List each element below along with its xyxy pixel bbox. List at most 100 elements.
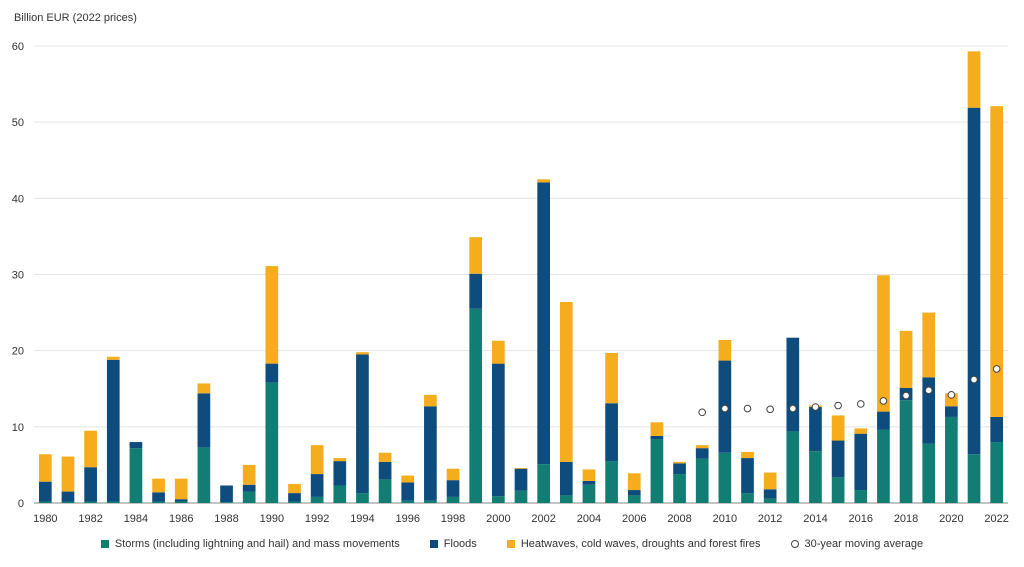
bar-heatwaves (333, 458, 347, 462)
moving-average-point (970, 375, 978, 384)
x-tick-label: 1996 (396, 513, 420, 525)
bar-storms (967, 454, 981, 503)
bar-floods (945, 406, 958, 417)
moving-average-point (834, 401, 842, 410)
gridlines (34, 45, 1008, 504)
bar-floods (310, 474, 324, 497)
x-tick-label: 2014 (803, 513, 827, 525)
bar-storms (288, 501, 301, 503)
x-tick-label: 2004 (577, 513, 601, 525)
x-tick-label: 1980 (33, 513, 57, 525)
bar-heatwaves (84, 430, 97, 468)
bar-floods (922, 377, 936, 444)
x-tick-label: 1982 (78, 513, 102, 525)
bar-heatwaves (242, 464, 256, 485)
y-tick-label: 0 (18, 498, 24, 510)
bar-floods (582, 480, 596, 485)
bar-storms (84, 501, 97, 503)
bar-floods (106, 359, 120, 502)
bar-floods (741, 458, 754, 494)
x-tick-label: 2016 (849, 513, 873, 525)
bar-floods (61, 491, 75, 502)
bar-heatwaves (38, 454, 52, 482)
bar-storms (469, 308, 483, 503)
bar-storms (741, 493, 754, 503)
bar-storms (514, 490, 528, 503)
moving-average-point (879, 397, 888, 405)
bar-floods (401, 482, 415, 501)
bar-floods (809, 407, 822, 452)
bar-heatwaves (288, 483, 301, 494)
bar-floods (854, 433, 868, 491)
bar-storms (809, 451, 822, 503)
bar-heatwaves (922, 312, 936, 378)
bar-floods (220, 485, 233, 503)
bar-floods (242, 484, 256, 492)
bar-heatwaves (741, 451, 754, 459)
bar-storms (877, 429, 890, 503)
x-tick-label: 1986 (169, 513, 193, 525)
bar-heatwaves (424, 394, 437, 407)
bar-storms (333, 485, 347, 503)
x-tick-label: 2006 (622, 513, 646, 525)
bar-storms (854, 490, 868, 503)
x-tick-label: 2002 (531, 513, 555, 525)
bar-floods (424, 406, 437, 501)
bar-heatwaves (627, 473, 641, 491)
bar-floods (129, 442, 143, 449)
x-tick-label: 2020 (939, 513, 963, 525)
bar-floods (514, 468, 528, 491)
x-tick-label: 1994 (350, 513, 374, 525)
moving-average-point (743, 404, 752, 413)
bar-heatwaves (152, 478, 165, 493)
moving-average-point (947, 391, 956, 399)
bar-storms (61, 501, 75, 503)
bar-floods (877, 411, 890, 430)
bar-storms (627, 495, 641, 503)
legend-item-storms: Storms (including lightning and hail) an… (100, 538, 400, 550)
bar-floods (333, 461, 347, 486)
bar-heatwaves (61, 456, 75, 492)
bar-storms (537, 464, 550, 503)
bar-storms (310, 496, 324, 503)
x-tick-label: 1984 (124, 513, 148, 525)
legend-swatch-moving-average (790, 540, 799, 548)
x-tick-label: 2010 (713, 513, 737, 525)
bar-heatwaves (356, 352, 369, 355)
bar-storms (106, 501, 120, 503)
bar-heatwaves (990, 106, 1004, 417)
x-tick-label: 1992 (305, 513, 329, 525)
bar-storms (492, 496, 505, 503)
bar-floods (469, 273, 483, 309)
bar-storms (38, 501, 52, 503)
bar-floods (831, 440, 845, 478)
bar-floods (197, 393, 211, 448)
moving-average-point (698, 408, 707, 417)
y-tick-label: 30 (12, 270, 24, 282)
legend-label-heatwaves: Heatwaves, cold waves, droughts and fore… (520, 538, 761, 550)
bar-floods (990, 416, 1004, 443)
bar-floods (378, 461, 392, 480)
bar-storms (265, 382, 279, 503)
bar-storms (424, 500, 437, 503)
y-tick-label: 20 (12, 346, 24, 358)
x-tick-label: 1990 (260, 513, 284, 525)
legend-swatch-storms (100, 540, 109, 548)
bar-heatwaves (446, 468, 460, 481)
bar-storms (718, 452, 732, 503)
bar-storms (605, 461, 618, 503)
bar-storms (922, 443, 936, 503)
bar-heatwaves (174, 478, 188, 500)
y-tick-label: 40 (12, 193, 24, 205)
bar-storms (650, 439, 664, 503)
moving-average-point (924, 386, 933, 395)
bar-storms (582, 484, 596, 503)
bar-floods (288, 493, 301, 502)
y-tick-label: 10 (12, 422, 24, 434)
moving-average-point (766, 405, 774, 414)
bar-heatwaves (695, 445, 709, 449)
bar-floods (174, 499, 188, 502)
moving-average-point (721, 404, 729, 413)
bar-heatwaves (582, 469, 596, 481)
bar-storms (197, 447, 211, 503)
